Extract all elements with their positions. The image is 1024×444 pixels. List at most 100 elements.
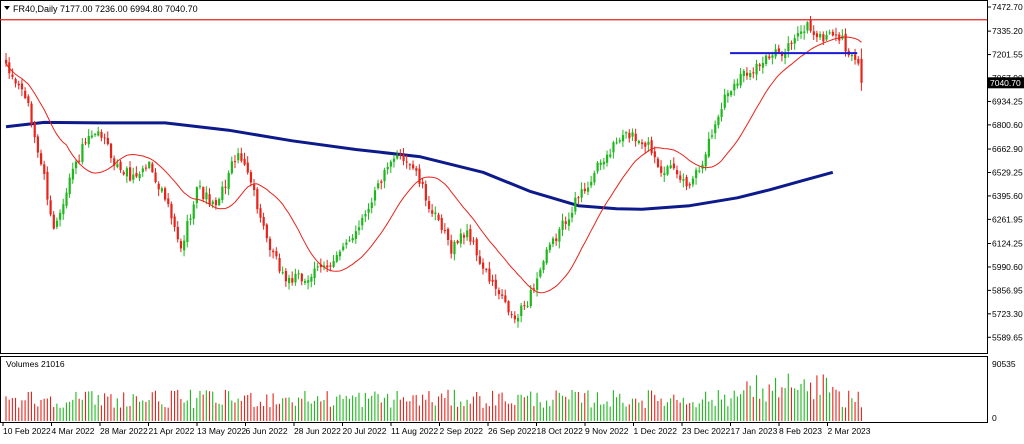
candle-body xyxy=(30,103,33,124)
candle-body xyxy=(440,218,443,231)
candle-body xyxy=(141,168,144,173)
candle-body xyxy=(469,228,472,242)
candle-body xyxy=(275,251,278,257)
time-tick-label: 23 Dec 2022 xyxy=(682,426,730,436)
candle-body xyxy=(698,170,701,172)
candle-body xyxy=(459,233,462,244)
candle-body xyxy=(186,220,189,243)
time-tick-label: 13 May 2022 xyxy=(197,426,246,436)
candle-body xyxy=(717,116,720,126)
candle-body xyxy=(714,124,717,134)
candle-body xyxy=(396,155,399,159)
candle-body xyxy=(571,212,574,218)
candle-body xyxy=(504,295,507,302)
sma-slow-layer xyxy=(5,120,834,211)
candle-body xyxy=(672,163,675,169)
candle-body xyxy=(431,210,434,214)
candle-body xyxy=(74,161,78,169)
candle-body xyxy=(300,273,303,282)
candle-body xyxy=(844,33,847,52)
candle-body xyxy=(742,70,745,76)
candle-body xyxy=(342,246,345,250)
candle-body xyxy=(666,166,669,175)
candle-body xyxy=(383,169,386,182)
candle-body xyxy=(618,140,621,142)
candle-body xyxy=(704,154,707,167)
candle-body xyxy=(36,136,39,153)
candle-body xyxy=(472,240,475,242)
candle-body xyxy=(11,74,14,77)
candle-body xyxy=(822,34,825,42)
candle-body xyxy=(561,220,564,230)
candle-body xyxy=(313,268,316,279)
candle-body xyxy=(437,214,440,220)
price-tick-label: 6124.25 xyxy=(992,239,1023,249)
volume-panel-label: Volumes 21016 xyxy=(6,359,65,369)
candle-body xyxy=(224,186,227,188)
candle-body xyxy=(612,142,615,153)
candle-body xyxy=(510,314,513,316)
candle-body xyxy=(116,163,119,168)
candle-body xyxy=(211,201,214,205)
time-tick-label: 2 Sep 2022 xyxy=(440,426,484,436)
candle-body xyxy=(109,143,113,158)
candle-body xyxy=(447,228,450,240)
candle-body xyxy=(119,161,122,171)
candle-body xyxy=(418,168,421,184)
candle-body xyxy=(345,242,348,245)
candle-body xyxy=(462,235,466,238)
candle-body xyxy=(450,240,453,254)
candle-body xyxy=(389,161,392,167)
price-axis: 7472.707335.207201.557067.906934.256800.… xyxy=(987,2,1023,342)
candle-body xyxy=(262,216,265,226)
volume-panel-frame xyxy=(0,356,988,423)
candle-body xyxy=(218,199,221,206)
candle-body xyxy=(551,238,555,245)
candle-body xyxy=(364,214,367,217)
candle-body xyxy=(586,187,590,192)
volumes-layer xyxy=(5,373,862,421)
price-tick-label: 6261.95 xyxy=(992,214,1023,224)
candle-body xyxy=(380,181,383,183)
candle-body xyxy=(138,174,141,179)
candle-body xyxy=(326,265,329,268)
candle-body xyxy=(84,142,87,144)
candle-body xyxy=(644,142,647,147)
candle-body xyxy=(593,173,596,183)
current-price-tag xyxy=(988,77,1024,89)
candle-body xyxy=(122,172,125,175)
candle-body xyxy=(685,177,688,187)
candle-body xyxy=(682,179,685,181)
candle-body xyxy=(790,42,793,44)
candle-body xyxy=(310,276,313,282)
candle-body xyxy=(81,143,84,162)
candle-body xyxy=(787,43,790,51)
candle-body xyxy=(815,33,819,38)
candle-body xyxy=(723,94,726,108)
candle-body xyxy=(536,278,539,290)
candle-body xyxy=(52,214,55,229)
candle-body xyxy=(736,83,739,86)
candle-body xyxy=(132,174,135,180)
candle-body xyxy=(812,31,815,36)
candle-body xyxy=(516,317,520,322)
candle-body xyxy=(278,258,281,272)
time-tick-label: 2 Mar 2023 xyxy=(828,426,871,436)
candle-body xyxy=(780,53,784,57)
candle-body xyxy=(170,203,173,219)
time-tick-label: 21 Apr 2022 xyxy=(149,426,195,436)
candle-body xyxy=(370,202,373,209)
candle-body xyxy=(39,153,43,165)
volume-zero-label: 0 xyxy=(992,413,997,423)
candle-body xyxy=(485,268,488,270)
candle-body xyxy=(125,168,129,177)
candle-body xyxy=(637,140,641,144)
candle-body xyxy=(558,229,561,242)
candle-body xyxy=(256,189,259,210)
candle-body xyxy=(695,169,698,178)
candle-body xyxy=(176,226,179,240)
symbol-dropdown-icon[interactable] xyxy=(4,6,10,10)
candle-body xyxy=(202,187,205,200)
candle-body xyxy=(688,184,691,186)
